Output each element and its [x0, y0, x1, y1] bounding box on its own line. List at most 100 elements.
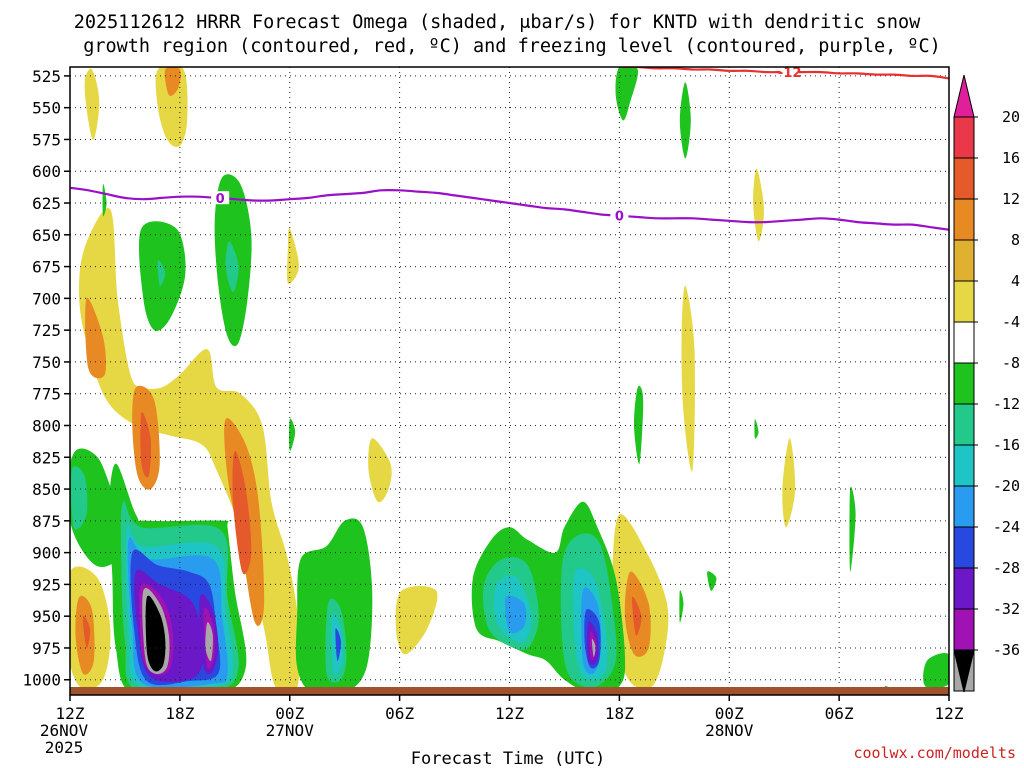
- omega-region-35: [923, 652, 949, 689]
- freezing-level-contour: [70, 186, 949, 231]
- omega-region-25: [157, 259, 166, 286]
- omega-region-13: [232, 450, 252, 575]
- colorbar: 20 16 12 8 4 -4 -8 -12 -16 -20 -24 -28 -32 -36: [953, 74, 1020, 693]
- omega-region-32: [707, 571, 717, 591]
- colorbar-swatch: [953, 198, 975, 241]
- y-tick-label: 925: [32, 575, 61, 594]
- omega-region-6: [782, 438, 796, 528]
- ground-surface-bar: [70, 687, 949, 695]
- colorbar-swatch: [953, 362, 975, 405]
- omega-region-30: [754, 419, 759, 439]
- x-tick-label: 18Z: [165, 704, 194, 723]
- colorbar-tick-label: -32: [993, 600, 1020, 618]
- omega-region-37: [70, 466, 88, 530]
- freezing-level-contour-label: 0: [216, 192, 225, 207]
- y-tick-label: 650: [32, 226, 61, 245]
- freezing-level-contour-label: 0: [615, 210, 624, 225]
- y-tick-label: 975: [32, 639, 61, 658]
- x-tick-label: 27NOV: [266, 721, 315, 740]
- freezing-level-contour-label-bg: [211, 191, 230, 205]
- omega-region-33: [679, 590, 684, 623]
- y-axis-ticks: 525 550 575 600 625 650 675 700 725 750 775 800 825 8…: [22, 67, 70, 690]
- omega-region-49: [205, 622, 213, 662]
- colorbar-swatch: [953, 157, 975, 200]
- omega-region-14: [140, 412, 152, 478]
- colorbar-tick-label: -20: [993, 477, 1020, 495]
- y-tick-label: 725: [32, 321, 61, 340]
- omega-region-9: [79, 207, 301, 695]
- y-tick-label: 950: [32, 607, 61, 626]
- colorbar-swatch: [953, 116, 975, 159]
- colorbar-tick-label: -36: [993, 641, 1020, 659]
- y-tick-label: 750: [32, 353, 61, 372]
- omega-region-20: [632, 596, 642, 636]
- x-tick-label: 12Z: [495, 704, 524, 723]
- colorbar-tick-label: 12: [1002, 190, 1020, 208]
- colorbar-bottom-arrow: [953, 649, 975, 693]
- contour-lines: 0 0 -12: [70, 66, 949, 231]
- omega-region-23: [102, 183, 107, 217]
- x-tick-label: 26NOV: [40, 721, 89, 740]
- colorbar-top-arrow: [953, 74, 975, 118]
- y-tick-label: 900: [32, 544, 61, 563]
- colorbar-swatch: [953, 280, 975, 323]
- x-axis-label: Forecast Time (UTC): [411, 749, 605, 768]
- omega-region-7: [368, 438, 392, 503]
- omega-region-3: [287, 227, 299, 284]
- y-tick-label: 825: [32, 448, 61, 467]
- colorbar-swatch: [953, 526, 975, 569]
- omega-region-22: [679, 82, 691, 159]
- colorbar-tick-label: -8: [1002, 354, 1020, 372]
- omega-region-27: [225, 241, 239, 292]
- colorbar-swatch: [953, 403, 975, 446]
- colorbar-tick-label: 8: [1011, 231, 1020, 249]
- x-tick-label: 06Z: [385, 704, 414, 723]
- colorbar-tick-label: -12: [993, 395, 1020, 413]
- omega-region-5: [681, 285, 695, 472]
- y-tick-label: 875: [32, 512, 61, 531]
- colorbar-swatch: [953, 444, 975, 487]
- y-tick-label: 575: [32, 130, 61, 149]
- dgz-contour-label: -12: [778, 66, 802, 81]
- omega-region-4: [753, 168, 765, 242]
- chart-title-line-1: 2025112612 HRRR Forecast Omega (shaded, …: [74, 12, 921, 33]
- dgz-contour-label-bg: [780, 67, 799, 79]
- omega-region-64: [591, 638, 596, 658]
- omega-region-31: [849, 486, 856, 572]
- colorbar-swatch: [953, 608, 975, 651]
- colorbar-swatch: [953, 485, 975, 528]
- colorbar-tick-label: -24: [993, 518, 1020, 536]
- colorbar-tick-label: 4: [1011, 272, 1020, 290]
- omega-region-17: [82, 615, 91, 649]
- x-tick-label: 28NOV: [705, 721, 754, 740]
- y-tick-label: 700: [32, 289, 61, 308]
- omega-region-2: [164, 67, 181, 96]
- omega-region-21: [615, 67, 639, 121]
- colorbar-tick-label: 20: [1002, 108, 1020, 126]
- colorbar-tick-label: -16: [993, 436, 1020, 454]
- x-tick-label: 12Z: [935, 704, 964, 723]
- y-tick-label: 625: [32, 194, 61, 213]
- omega-region-57: [504, 595, 527, 634]
- omega-shaded-regions: [70, 67, 949, 695]
- y-tick-label: 775: [32, 385, 61, 404]
- colorbar-swatch: [953, 567, 975, 610]
- x-tick-label: 2025: [45, 738, 84, 757]
- colorbar-tick-label: -28: [993, 559, 1020, 577]
- colorbar-swatch: [953, 321, 975, 364]
- colorbar-tick-label: -4: [1002, 313, 1020, 331]
- y-tick-label: 525: [32, 67, 61, 86]
- colorbar-swatch: [953, 239, 975, 282]
- y-tick-label: 800: [32, 416, 61, 435]
- omega-region-8: [395, 586, 438, 655]
- freezing-level-contour-label-bg: [610, 208, 629, 222]
- x-tick-label: 18Z: [605, 704, 634, 723]
- colorbar-tick-label: 16: [1002, 149, 1020, 167]
- y-tick-label: 675: [32, 258, 61, 277]
- x-tick-label: 00Z: [275, 704, 304, 723]
- credit-link[interactable]: coolwx.com/modelts: [853, 744, 1016, 762]
- omega-region-29: [633, 385, 644, 465]
- omega-region-0: [84, 68, 100, 140]
- y-tick-label: 1000: [22, 671, 61, 690]
- omega-region-46: [145, 595, 166, 672]
